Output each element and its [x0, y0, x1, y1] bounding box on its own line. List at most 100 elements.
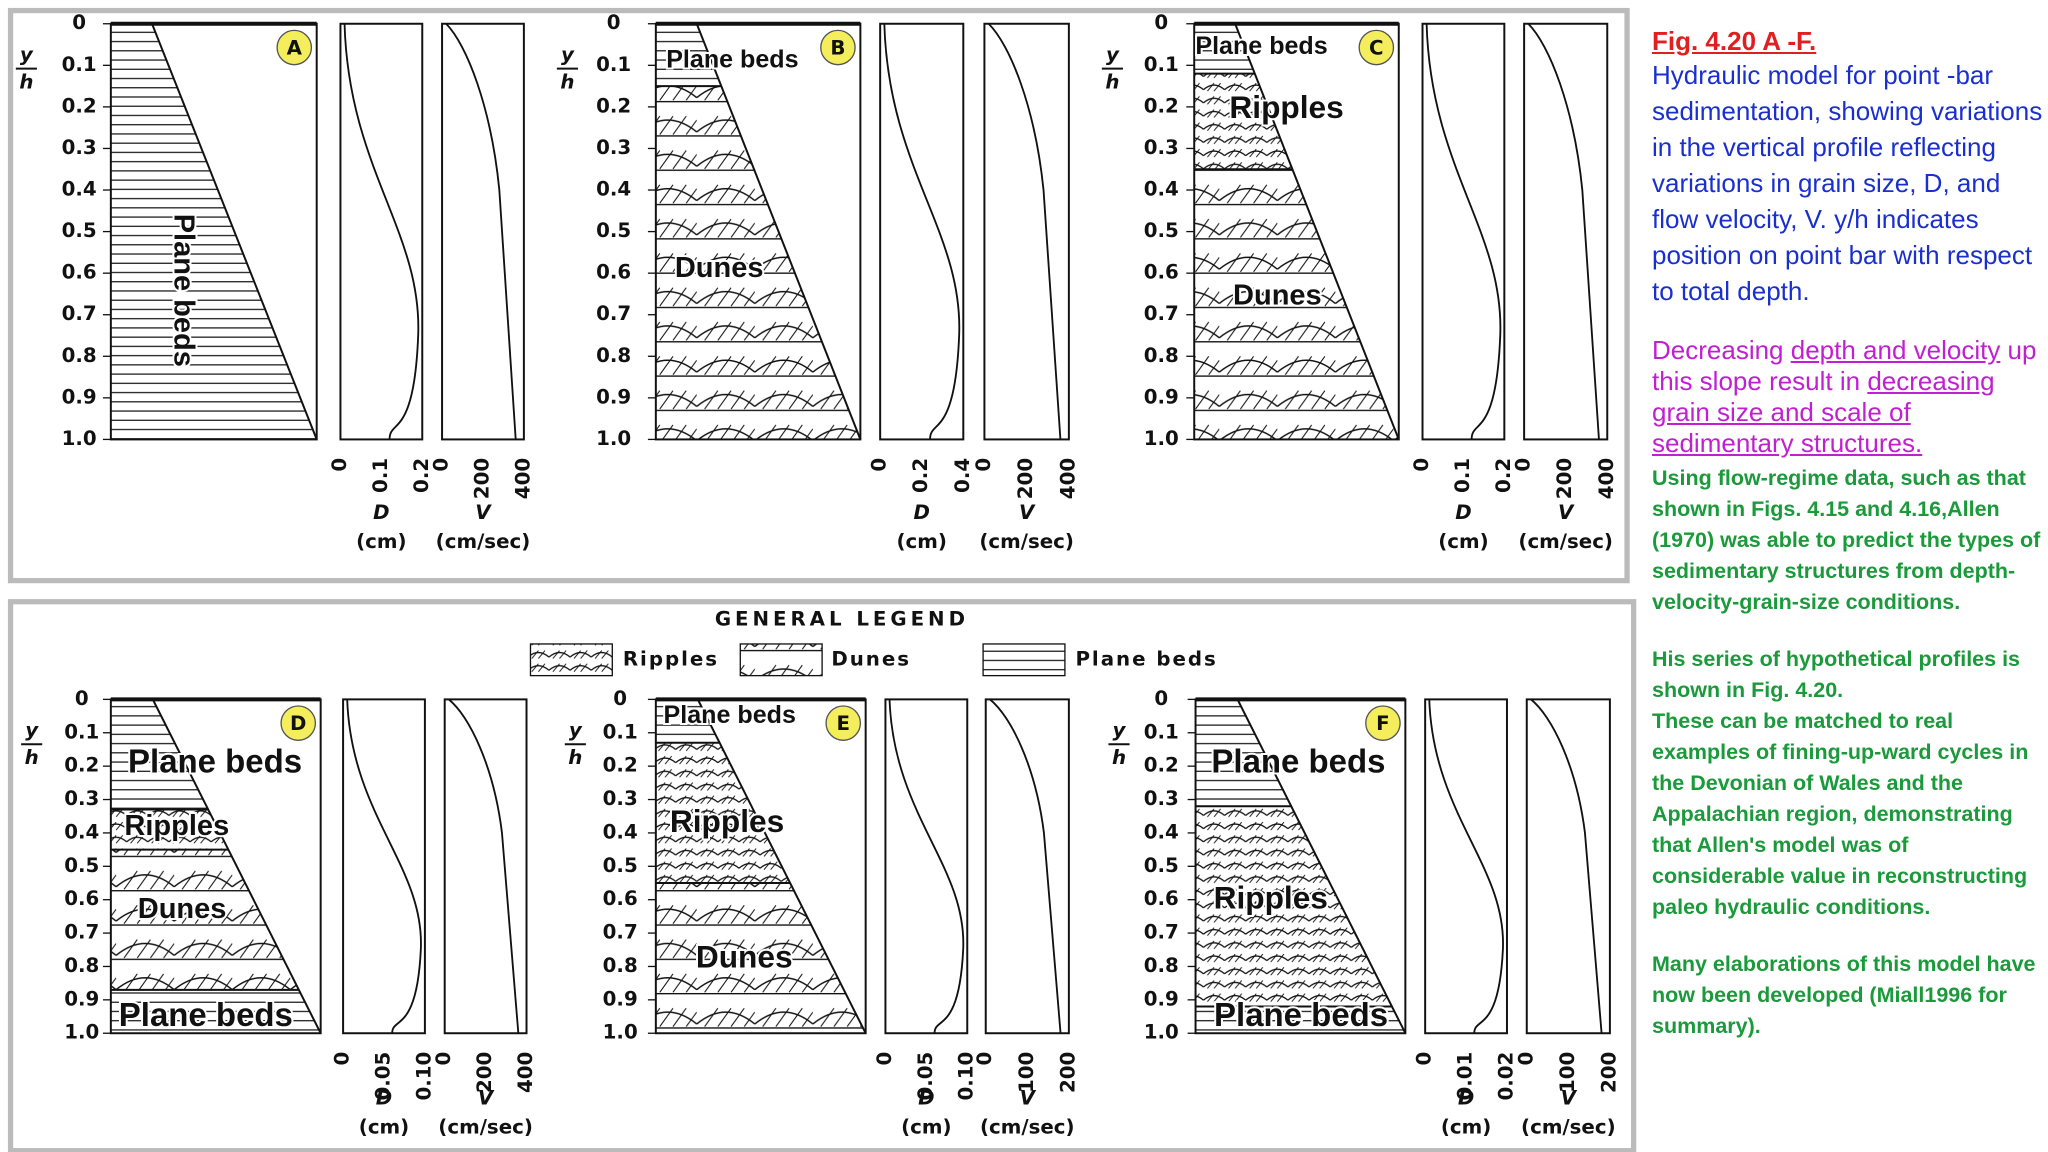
v-tick-label: 100 — [1556, 1052, 1579, 1093]
d-tick-label: 0.10 — [412, 1052, 435, 1101]
y-tick-label: 0.9 — [603, 987, 638, 1010]
letter-badge — [280, 705, 317, 741]
strata-zone — [1195, 1006, 1406, 1034]
letter-badge — [1358, 29, 1395, 66]
v-curve — [1527, 23, 1600, 440]
v-tick-label: 200 — [1553, 458, 1576, 499]
d-unit: (cm) — [1441, 1116, 1491, 1139]
panel: 0 0.1 0.2 0.3 0.4 0.5 0.6 0.7 0.8 0.9 1.0 yh 0 0.2 0.4… — [556, 11, 1079, 553]
v-symbol: V — [478, 1087, 495, 1110]
y-tick-label: 0.3 — [64, 787, 99, 810]
d-curve — [1425, 23, 1502, 440]
legend-swatch — [739, 643, 823, 677]
letter-badge — [1365, 705, 1401, 741]
caption: Fig. 4.20 A -F. Hydraulic model for poin… — [1652, 26, 2044, 1068]
y-label-num: y — [1113, 719, 1127, 742]
d-tick-label: 0.05 — [914, 1052, 937, 1101]
d-symbol: D — [1458, 1087, 1474, 1110]
d-tick-label: 0.2 — [909, 458, 932, 493]
d-curve — [883, 23, 961, 440]
y-tick-label: 0.2 — [1144, 754, 1179, 777]
v-unit: (cm/sec) — [436, 530, 531, 553]
v-tick-label: 0 — [430, 458, 453, 472]
v-tick-label: 200 — [1597, 1052, 1620, 1093]
caption-title: Fig. 4.20 A -F. — [1652, 26, 1817, 56]
d-tick-label: 0.01 — [1454, 1052, 1477, 1101]
slope — [151, 698, 322, 1034]
y-tick-label: 0.8 — [603, 954, 638, 977]
y-tick-label: 0 — [75, 687, 89, 710]
d-unit: (cm) — [901, 1116, 951, 1139]
y-tick-label: 0.4 — [603, 820, 638, 843]
y-tick-label: 0.6 — [1144, 261, 1179, 284]
v-box — [1525, 698, 1611, 1035]
y-tick-label: 0.8 — [1144, 954, 1179, 977]
y-tick-label: 0.3 — [603, 787, 638, 810]
strata-zone — [110, 989, 321, 1034]
v-tick-label: 0 — [1512, 458, 1535, 472]
y-tick-label: 1.0 — [1144, 427, 1179, 450]
legend-label: Plane beds — [1075, 647, 1217, 670]
letter-badge — [820, 29, 856, 66]
letter-badge — [276, 29, 313, 66]
d-unit: (cm) — [897, 530, 947, 553]
v-symbol: V — [1019, 501, 1036, 524]
y-tick-label: 0.5 — [603, 854, 638, 877]
y-label-num: y — [561, 43, 575, 66]
d-unit: (cm) — [359, 1116, 409, 1139]
v-unit: (cm/sec) — [979, 530, 1074, 553]
y-tick-label: 0.3 — [1144, 787, 1179, 810]
d-tick-label: 0 — [1413, 1052, 1436, 1066]
v-tick-label: 200 — [470, 458, 493, 499]
panel: 0 0.1 0.2 0.3 0.4 0.5 0.6 0.7 0.8 0.9 1.0 yh 0 0.05 0.… — [21, 687, 537, 1139]
d-curve — [888, 699, 965, 1034]
y-label-den: h — [25, 746, 39, 769]
y-tick-label: 0.1 — [1144, 53, 1179, 76]
y-tick-label: 0 — [72, 11, 86, 34]
d-tick-label: 0.10 — [955, 1052, 978, 1101]
annotation: Plane beds — [666, 45, 798, 73]
d-curve — [1428, 699, 1504, 1034]
y-tick-label: 0.5 — [596, 219, 631, 242]
d-tick-label: 0 — [868, 458, 891, 472]
d-tick-label: 0.1 — [369, 458, 392, 493]
v-tick-label: 400 — [511, 458, 534, 499]
y-tick-label: 0.3 — [596, 136, 631, 159]
emph-text: up this slope result in — [1652, 335, 2037, 396]
y-tick-label: 0.7 — [1144, 921, 1179, 944]
y-tick-label: 0.2 — [603, 754, 638, 777]
d-symbol: D — [376, 1087, 392, 1110]
v-symbol: V — [1558, 501, 1575, 524]
d-tick-label: 0 — [331, 1052, 354, 1066]
v-symbol: V — [475, 501, 492, 524]
annotation: Dunes — [1233, 280, 1322, 312]
caption-description: Hydraulic model for point -bar sedimenta… — [1652, 60, 2043, 306]
d-tick-label: 0 — [1410, 458, 1433, 472]
d-box — [1424, 698, 1508, 1035]
y-tick-label: 0.1 — [62, 53, 97, 76]
caption-paragraph: Many elaborations of this model have now… — [1652, 952, 2036, 1038]
v-curve — [989, 698, 1062, 1034]
v-symbol: V — [1020, 1087, 1037, 1110]
d-box — [342, 698, 426, 1035]
legend-swatch — [982, 643, 1066, 677]
y-tick-label: 0.1 — [596, 53, 631, 76]
panel-letter: A — [287, 36, 303, 59]
d-box — [879, 22, 965, 441]
y-tick-label: 1.0 — [64, 1021, 99, 1044]
panel-letter: D — [290, 712, 306, 735]
annotation: Ripples — [124, 810, 229, 842]
d-symbol: D — [1455, 501, 1471, 524]
panel-letter: C — [1369, 36, 1384, 59]
v-tick-label: 400 — [1595, 458, 1618, 499]
v-tick-label: 400 — [1056, 458, 1079, 499]
y-tick-label: 1.0 — [596, 427, 631, 450]
y-tick-label: 0.3 — [1144, 136, 1179, 159]
d-symbol: D — [373, 501, 389, 524]
annotation: Dunes — [675, 252, 764, 284]
d-symbol: D — [914, 501, 930, 524]
v-box — [984, 698, 1070, 1035]
v-box — [1523, 22, 1609, 441]
v-unit: (cm/sec) — [980, 1116, 1075, 1139]
